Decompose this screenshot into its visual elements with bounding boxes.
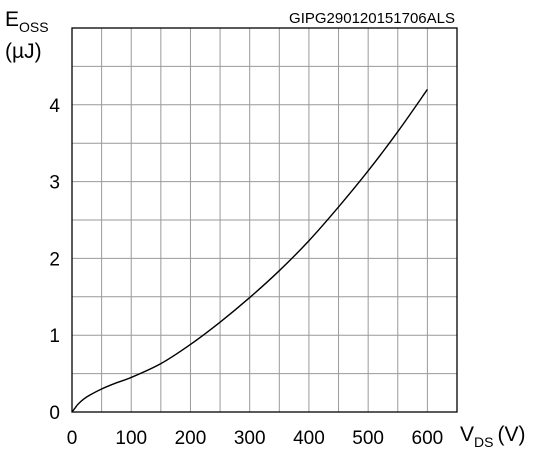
x-tick-label: 100 <box>115 428 147 449</box>
x-tick-label: 500 <box>352 428 384 449</box>
series-layer <box>71 89 428 413</box>
y-tick-label: 4 <box>49 96 60 117</box>
y-tick-labels: 0 1 2 3 4 <box>49 96 60 424</box>
x-axis-label-main: V <box>460 423 474 446</box>
x-axis-label-unit: (V) <box>497 423 525 446</box>
y-tick-label: 0 <box>49 403 60 424</box>
y-axis-label-sub: OSS <box>19 19 49 35</box>
x-axis-label-sub: DS <box>474 434 493 450</box>
x-tick-label: 300 <box>234 428 266 449</box>
x-tick-label: 200 <box>175 428 207 449</box>
x-tick-label: 400 <box>293 428 325 449</box>
y-tick-label: 3 <box>49 173 60 194</box>
plot-frame <box>71 27 458 413</box>
chart-code-label: GIPG290120151706ALS <box>289 10 455 27</box>
y-axis-unit: (µJ) <box>5 40 42 63</box>
y-axis-label: EOSS <box>5 8 49 35</box>
x-axis-label: VDS (V) <box>460 423 525 450</box>
y-axis-label-main: E <box>5 8 19 31</box>
x-tick-label: 600 <box>412 428 444 449</box>
x-tick-label: 0 <box>67 428 78 449</box>
grid-lines <box>72 28 457 412</box>
eoss-curve <box>71 89 428 413</box>
x-tick-labels: 0 100 200 300 400 500 600 <box>67 428 444 449</box>
y-tick-label: 2 <box>49 249 60 270</box>
y-tick-label: 1 <box>49 326 60 347</box>
